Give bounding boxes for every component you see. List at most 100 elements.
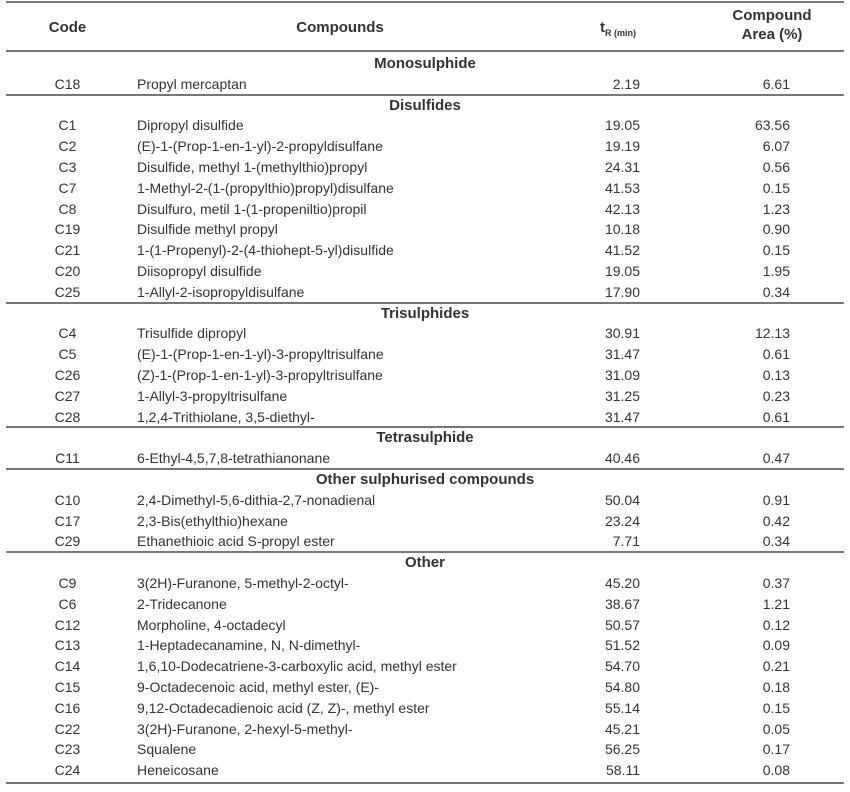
compound: (E)-1-(Prop-1-en-1-yl)-2-propyldisulfane [137,138,383,155]
compound: 3(2H)-Furanone, 5-methyl-2-octyl- [137,575,349,591]
retention-time: 41.52 [604,242,640,259]
area: 63.56 [754,117,790,134]
area: 0.61 [762,346,790,363]
retention-time: 30.91 [604,325,640,342]
compound: Diisopropyl disulfide [137,263,262,279]
code: C22 [54,720,81,737]
retention-time: 23.24 [604,512,640,529]
rule [6,301,844,304]
tr-sub: R (min) [605,28,636,38]
compound: 1-Methyl-2-(1-(propylthio)propyl)disulfa… [137,179,394,196]
area: 6.07 [762,138,790,155]
retention-time: 55.14 [604,699,640,716]
code: C20 [54,263,81,279]
header-compounds: Compounds [296,19,384,36]
section-title: Other [404,554,445,572]
code: C29 [54,533,81,550]
code: C24 [54,762,81,779]
code: C1 [58,117,77,134]
area: 0.34 [762,533,790,550]
area: 0.47 [762,450,790,467]
rule [6,93,844,96]
area: 0.61 [762,408,790,425]
code: C9 [58,575,77,591]
compound: Dipropyl disulfide [137,117,244,134]
header-area: Compound Area (%) [732,7,812,43]
code: C4 [58,325,77,342]
compound: 9,12-Octadecadienoic acid (Z, Z)-, methy… [137,699,430,716]
section-title: Disulfides [389,96,461,114]
retention-time: 10.18 [604,221,640,238]
retention-time: 31.47 [604,408,640,425]
code: C6 [58,595,77,612]
tr-main: t [600,19,605,36]
compound: 1-Allyl-3-propyltrisulfane [137,387,288,404]
area: 1.23 [762,200,790,217]
area: 0.18 [762,679,790,695]
retention-time: 2.19 [612,75,640,92]
retention-time: 50.57 [604,616,640,633]
retention-time: 54.70 [604,658,640,675]
compound: 2-Tridecanone [137,595,227,612]
area: 0.90 [762,221,790,238]
retention-time: 45.21 [604,720,640,737]
retention-time: 19.05 [604,263,640,279]
code: C13 [54,637,81,654]
area: 0.23 [762,387,790,404]
rule [6,1,844,3]
area: 0.13 [762,367,790,383]
compound: Disulfide methyl propyl [137,221,278,238]
code: C16 [54,699,81,716]
compound: Trisulfide dipropyl [137,325,247,342]
retention-time: 50.04 [604,491,640,508]
retention-time: 19.05 [604,117,640,134]
compound: 1,2,4-Trithiolane, 3,5-diethyl- [137,408,315,425]
code: C8 [58,200,77,217]
compound: 9-Octadecenoic acid, methyl ester, (E)- [137,679,379,695]
compound: Propyl mercaptan [137,75,247,92]
area: 0.34 [762,283,790,300]
code: C7 [58,179,77,196]
area: 0.05 [762,720,790,737]
code: C17 [54,512,81,529]
code: C21 [54,242,81,259]
code: C28 [54,408,81,425]
compound: 1-Heptadecanamine, N, N-dimethyl- [137,637,361,654]
area: 1.21 [762,595,790,612]
code: C3 [58,159,77,175]
area: 12.13 [754,325,790,342]
area: 0.17 [762,741,790,758]
rule [6,551,844,554]
area: 6.61 [762,75,790,92]
retention-time: 38.67 [604,595,640,612]
header-tr: tR (min) [600,17,636,44]
code: C19 [54,221,81,238]
area: 0.12 [762,616,790,633]
code: C14 [54,658,81,675]
retention-time: 17.90 [604,283,640,300]
section-title: Trisulphides [380,304,470,322]
compound: 6-Ethyl-4,5,7,8-tetrathianonane [137,450,331,467]
code: C18 [54,75,81,92]
retention-time: 40.46 [604,450,640,467]
compound: (E)-1-(Prop-1-en-1-yl)-3-propyltrisulfan… [137,346,384,363]
area: 0.21 [762,658,790,675]
retention-time: 54.80 [604,679,640,695]
area: 0.56 [762,159,790,175]
compound: (Z)-1-(Prop-1-en-1-yl)-3-propyltrisulfan… [137,367,383,383]
rule [6,468,844,470]
header-code: Code [48,19,87,36]
retention-time: 31.09 [604,367,640,383]
area: 0.15 [762,699,790,716]
retention-time: 56.25 [604,741,640,758]
retention-time: 58.11 [606,762,640,779]
section-title: Tetrasulphide [376,429,474,447]
area: 0.09 [762,637,790,654]
retention-time: 51.52 [604,637,640,654]
code: C5 [58,346,77,363]
code: C11 [55,450,80,467]
retention-time: 31.47 [604,346,640,363]
retention-time: 24.31 [604,159,640,175]
area: 0.37 [762,575,790,591]
